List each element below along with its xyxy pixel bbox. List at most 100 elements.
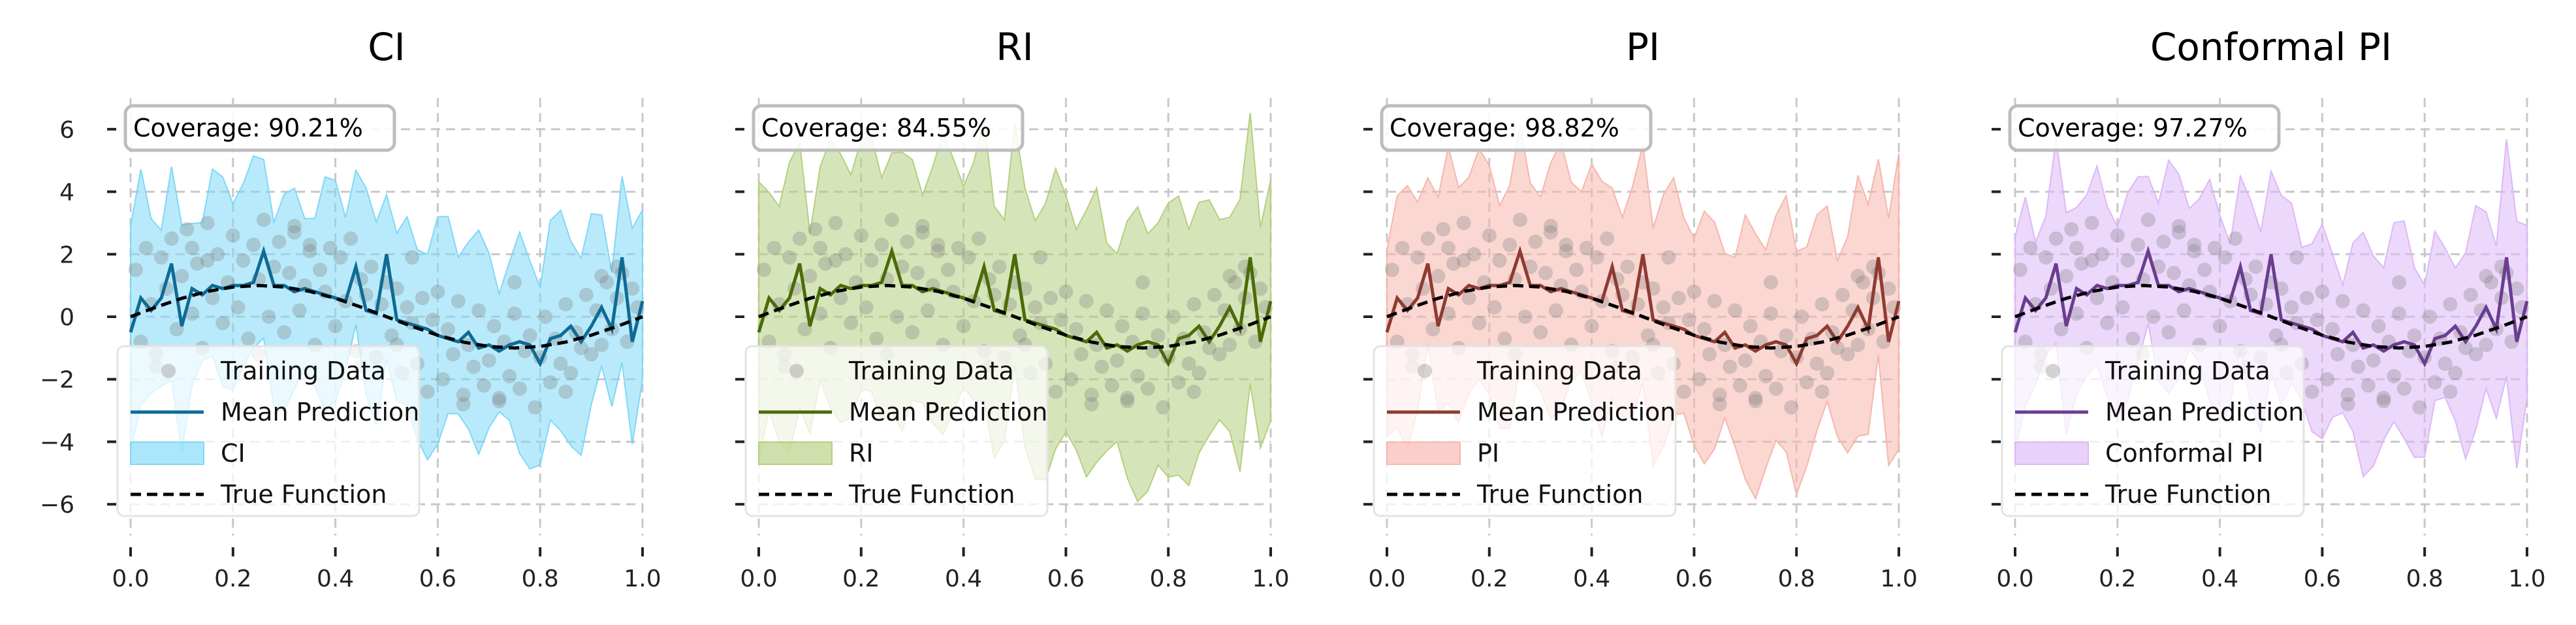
training-point <box>2423 310 2438 324</box>
training-point <box>1048 384 1063 399</box>
training-point <box>2059 268 2074 283</box>
training-point <box>1707 294 1722 309</box>
legend-label: Mean Prediction <box>221 398 419 426</box>
training-point <box>1589 250 1604 265</box>
training-point <box>1671 291 1686 306</box>
training-point <box>1166 310 1181 324</box>
legend-frame <box>2001 345 2305 517</box>
training-point <box>2284 300 2299 315</box>
training-point <box>1758 368 1773 383</box>
training-point <box>2115 300 2130 315</box>
training-point <box>174 268 189 283</box>
training-point <box>200 253 215 268</box>
training-point <box>1748 394 1763 409</box>
training-point <box>1212 347 1227 362</box>
training-point <box>1512 212 1527 227</box>
training-point <box>961 250 976 265</box>
y-tick-label: 0 <box>59 304 74 331</box>
training-point <box>1084 397 1099 411</box>
training-point <box>579 287 594 302</box>
training-point <box>2248 259 2263 274</box>
training-point <box>1656 300 1671 315</box>
training-point <box>2361 378 2376 393</box>
training-point <box>1073 347 1089 362</box>
training-point <box>558 296 573 312</box>
training-point <box>528 400 543 415</box>
training-point <box>1156 400 1171 415</box>
training-point <box>2351 359 2366 374</box>
x-tick-label: 0.8 <box>1778 566 1815 592</box>
panel-title: RI <box>996 25 1033 69</box>
training-point <box>1784 400 1799 415</box>
training-point <box>2176 303 2191 318</box>
training-point <box>1687 284 1702 299</box>
training-point <box>1702 347 1717 362</box>
training-point <box>507 275 522 290</box>
panel-title: Conformal PI <box>2150 25 2392 69</box>
training-point <box>2069 306 2084 321</box>
panel-2: RI 0.0 0.2 0.4 0.6 0.8 1.0 Coverage: 84.55% Trai… <box>735 25 1290 592</box>
training-point <box>2320 372 2335 387</box>
training-point <box>1764 306 1778 321</box>
true-function-line <box>1386 283 1900 350</box>
training-point <box>818 256 833 271</box>
training-point <box>1799 375 1814 390</box>
training-point <box>185 306 200 321</box>
training-point <box>930 237 946 252</box>
training-point <box>1528 234 1543 249</box>
x-tick-label: 1.0 <box>624 566 661 592</box>
legend-label: True Function <box>220 480 387 509</box>
training-point <box>2484 275 2499 290</box>
training-point <box>874 237 889 252</box>
training-point <box>853 228 868 243</box>
mean-prediction-line <box>2013 246 2529 368</box>
legend-label: True Function <box>848 480 1015 509</box>
training-point <box>436 372 451 387</box>
training-point <box>1410 250 1425 265</box>
legend-frame <box>1373 345 1677 517</box>
training-point <box>2187 237 2202 252</box>
training-point <box>1171 375 1186 390</box>
training-point <box>2387 368 2402 383</box>
training-point <box>507 306 522 321</box>
legend-label: Training Data <box>848 357 1014 385</box>
training-point <box>2039 250 2054 265</box>
training-point <box>1661 250 1676 265</box>
training-point <box>2074 256 2089 271</box>
training-point <box>225 228 240 243</box>
training-point <box>2438 356 2453 371</box>
x-tick-label: 0.6 <box>1047 566 1085 592</box>
training-point <box>2376 391 2391 406</box>
training-point <box>1815 384 1830 399</box>
training-point <box>1043 291 1058 306</box>
training-point <box>920 303 935 318</box>
training-point <box>869 331 884 346</box>
panel-4: Conformal PI 0.0 0.2 0.4 0.6 0.8 1.0 Coverage: … <box>1992 25 2546 592</box>
training-point <box>1395 240 1410 255</box>
training-point <box>2012 263 2027 278</box>
legend-label: True Function <box>2105 480 2271 509</box>
training-point <box>2161 325 2176 340</box>
training-point <box>1809 356 1824 371</box>
legend-label: CI <box>221 439 246 468</box>
training-point <box>246 237 261 252</box>
training-point <box>2120 253 2135 268</box>
training-point <box>1503 237 1518 252</box>
coverage-frame <box>123 104 396 152</box>
training-point <box>1461 291 1476 306</box>
training-point <box>2048 231 2063 246</box>
training-point <box>1207 287 1222 302</box>
coverage-box: Coverage: 98.82% <box>1380 104 1653 152</box>
x-tick-label: 0.4 <box>2201 566 2238 592</box>
training-point <box>302 244 317 259</box>
true-function-line <box>130 283 643 350</box>
legend-marker-band <box>1386 441 1461 465</box>
training-point <box>1579 240 1594 255</box>
legend-marker-band <box>758 441 833 465</box>
training-point <box>2325 322 2340 337</box>
training-point <box>1420 231 1435 246</box>
training-point <box>2110 228 2125 243</box>
training-point <box>625 281 640 296</box>
training-point <box>1492 253 1507 268</box>
